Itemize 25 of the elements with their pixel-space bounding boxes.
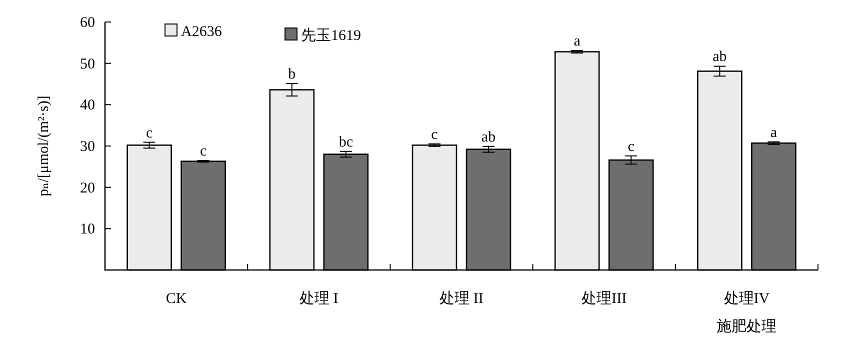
data-label: c bbox=[146, 125, 153, 142]
y-tick-label: 20 bbox=[80, 180, 95, 196]
y-tick-label: 10 bbox=[80, 222, 95, 238]
data-label: c bbox=[628, 138, 635, 155]
y-tick-label: 30 bbox=[80, 139, 95, 155]
x-axis-title: 施肥处理 bbox=[716, 318, 777, 335]
x-tick-label: 处理 I bbox=[300, 290, 338, 307]
data-label: c bbox=[431, 126, 438, 143]
data-label: b bbox=[288, 66, 296, 83]
data-label: ab bbox=[712, 49, 727, 66]
x-tick-label: 处理 II bbox=[440, 290, 484, 307]
data-label: a bbox=[770, 124, 778, 141]
data-label: a bbox=[574, 34, 581, 50]
x-tick-label: 处理IV bbox=[724, 290, 770, 307]
x-tick-label: 处理III bbox=[582, 290, 627, 307]
data-label: bc bbox=[338, 134, 354, 150]
y-tick-label: 50 bbox=[80, 56, 95, 72]
y-tick-label: 60 bbox=[80, 15, 95, 31]
data-label: c bbox=[200, 143, 207, 160]
legend-label: A2636 bbox=[181, 24, 222, 40]
y-tick-label: 40 bbox=[80, 98, 95, 114]
x-tick-label: CK bbox=[166, 291, 187, 307]
legend-label: 先玉1619 bbox=[301, 27, 361, 44]
y-axis-title: pₙ/[μmol/(m²·s)] bbox=[36, 96, 52, 196]
data-label: ab bbox=[481, 129, 496, 146]
